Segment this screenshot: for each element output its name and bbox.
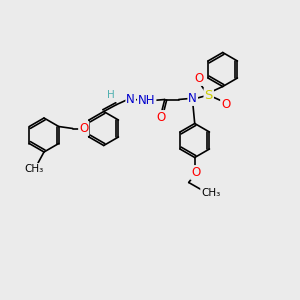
Text: N: N (188, 92, 197, 105)
Text: H: H (107, 91, 115, 100)
Text: CH₃: CH₃ (24, 164, 44, 174)
Text: O: O (156, 111, 165, 124)
Text: O: O (221, 98, 230, 111)
Text: CH₃: CH₃ (201, 188, 220, 199)
Text: O: O (79, 122, 88, 135)
Text: O: O (194, 72, 203, 85)
Text: N: N (126, 93, 135, 106)
Text: S: S (205, 89, 213, 102)
Text: O: O (191, 166, 200, 179)
Text: NH: NH (138, 94, 155, 107)
